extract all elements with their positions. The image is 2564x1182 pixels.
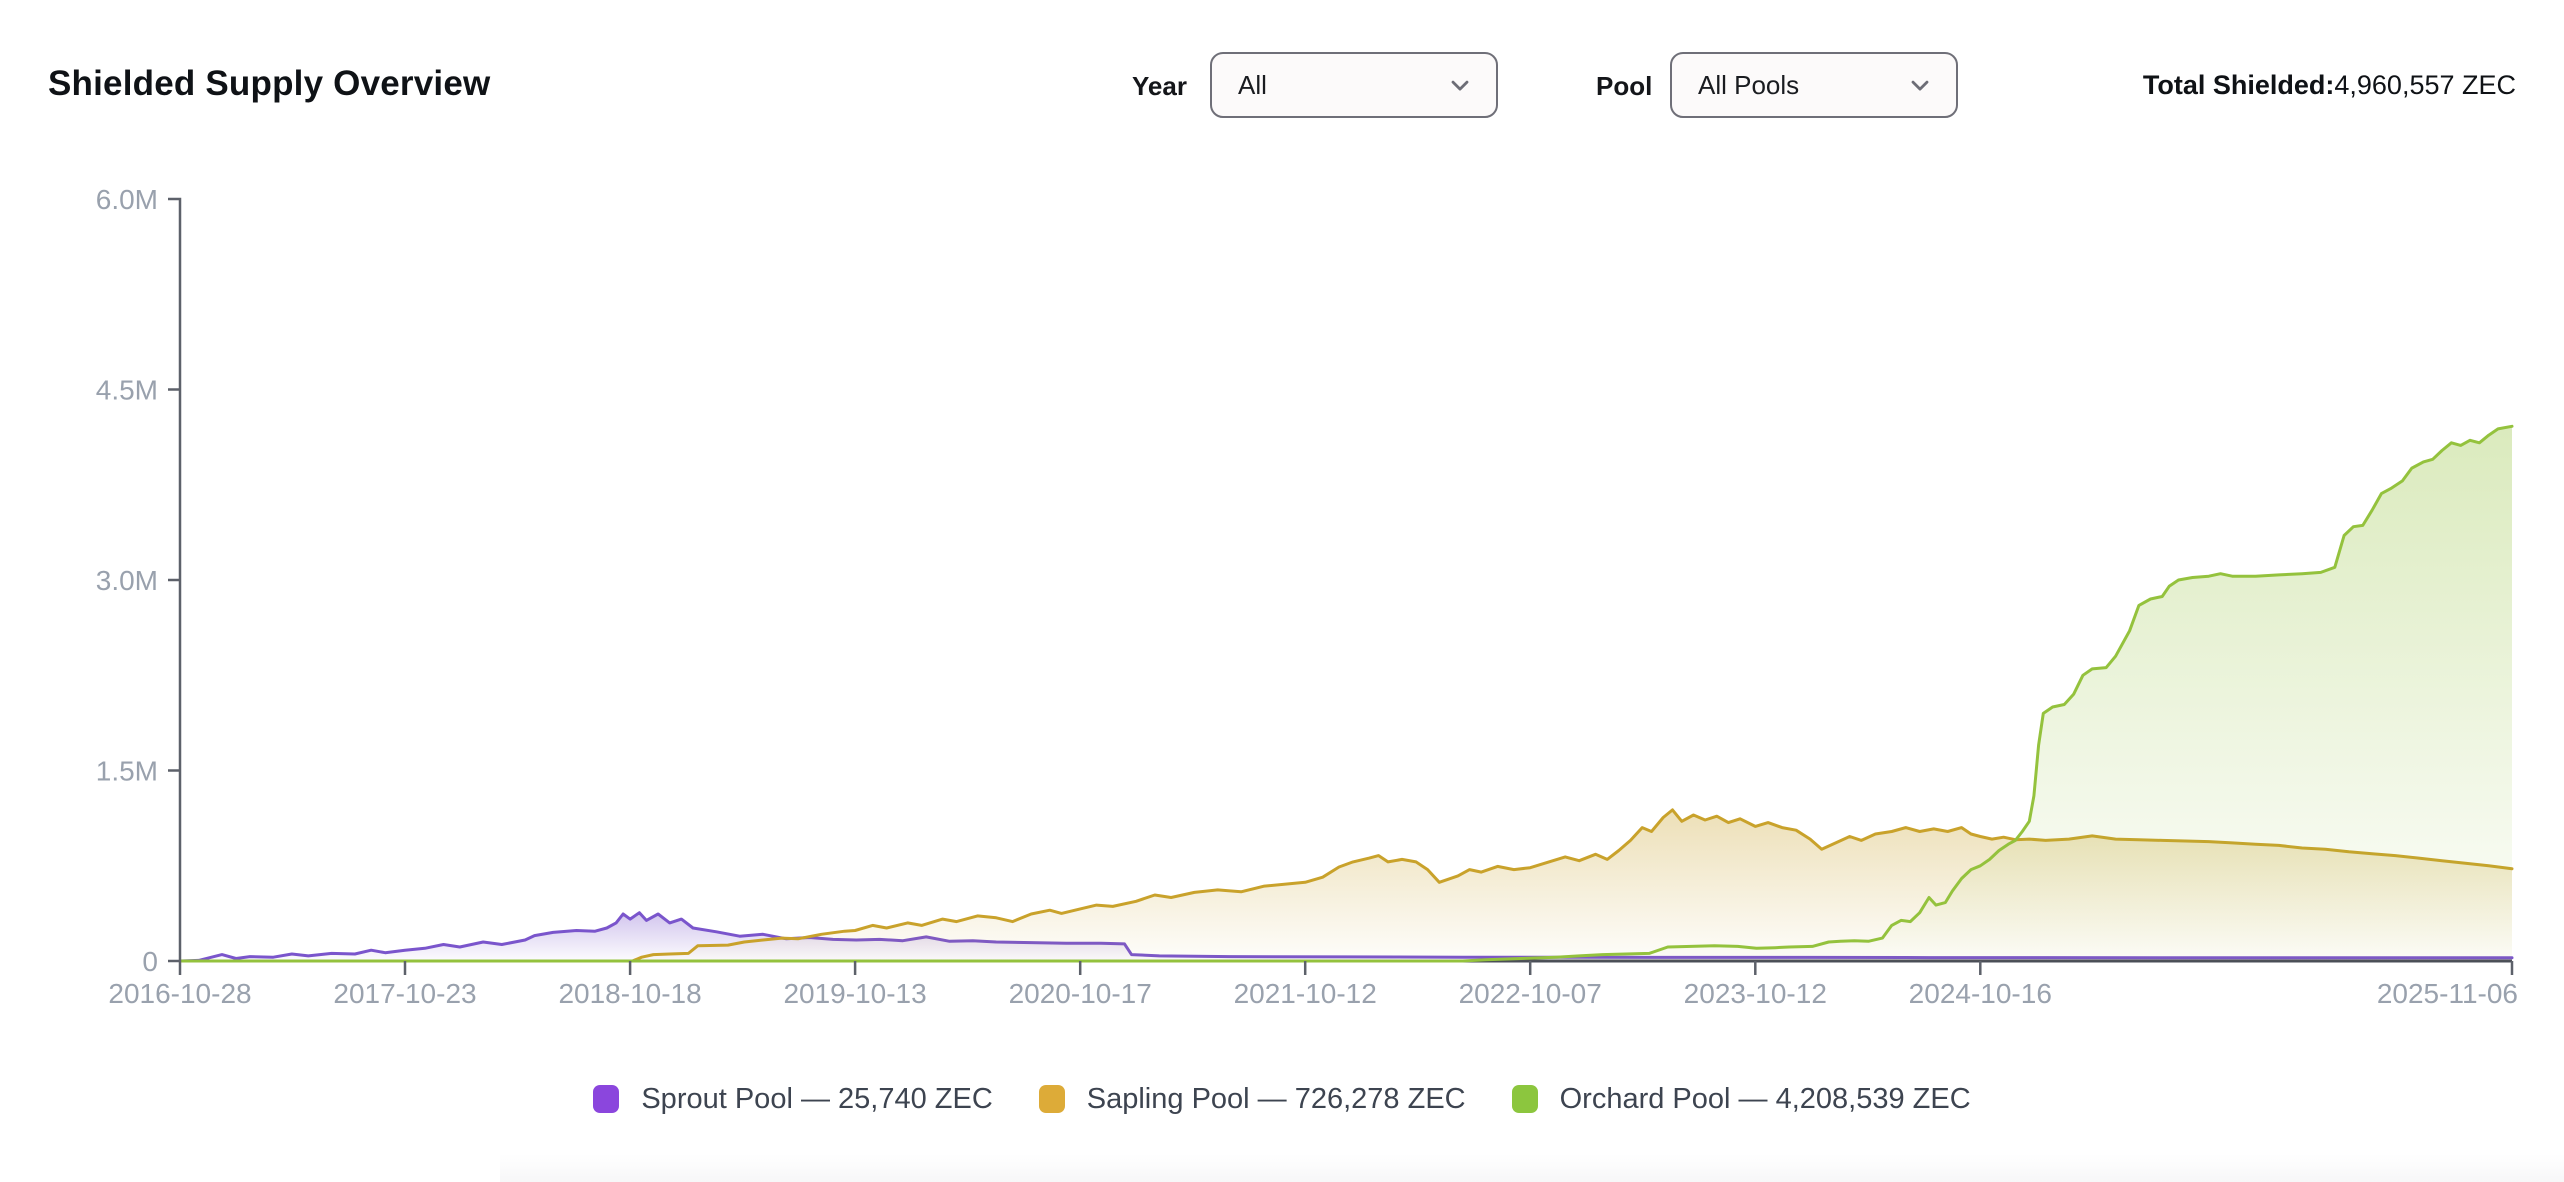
pool-filter-label: Pool [1596, 71, 1653, 101]
x-tick-label: 2020-10-17 [1009, 978, 1152, 1009]
page-title: Shielded Supply Overview [48, 64, 491, 103]
y-tick-label: 3.0M [96, 565, 158, 596]
x-tick-label: 2024-10-16 [1909, 978, 2052, 1009]
chevron-down-icon [1446, 71, 1474, 99]
y-tick-label: 0 [142, 946, 158, 977]
sprout-swatch-icon [593, 1085, 620, 1113]
x-tick-label: 2022-10-07 [1459, 978, 1602, 1009]
x-tick-label: 2016-10-28 [108, 978, 251, 1009]
x-tick-label: 2019-10-13 [783, 978, 926, 1009]
y-tick-label: 6.0M [96, 184, 158, 215]
y-tick-label: 4.5M [96, 375, 158, 406]
orchard-swatch-icon [1511, 1085, 1538, 1113]
y-tick-label: 1.5M [96, 756, 158, 787]
legend-item-sprout[interactable]: Sprout Pool — 25,740 ZEC [593, 1082, 993, 1116]
chart-legend: Sprout Pool — 25,740 ZEC Sapling Pool — … [0, 1082, 2564, 1116]
sapling-swatch-icon [1038, 1085, 1065, 1113]
total-shielded: Total Shielded:4,960,557 ZEC [2143, 70, 2516, 101]
x-tick-label: 2021-10-12 [1234, 978, 1377, 1009]
legend-item-sapling[interactable]: Sapling Pool — 726,278 ZEC [1038, 1082, 1466, 1116]
x-tick-label: 2025-11-06 [2377, 978, 2518, 1009]
below-fold-content-edge [500, 1154, 2564, 1182]
x-tick-label: 2023-10-12 [1684, 978, 1827, 1009]
x-tick-label: 2018-10-18 [558, 978, 701, 1009]
orchard-pool-area [180, 426, 2512, 961]
total-shielded-value: 4,960,557 ZEC [2334, 70, 2516, 100]
total-shielded-label: Total Shielded: [2142, 70, 2335, 100]
legend-label-sapling: Sapling Pool — 726,278 ZEC [1086, 1082, 1466, 1115]
axis-ticks [168, 197, 2514, 975]
year-filter-label: Year [1132, 71, 1187, 101]
chevron-down-icon [1906, 71, 1934, 99]
orchard-pool-line [178, 424, 2514, 963]
year-filter-value: All [1238, 69, 1267, 100]
pool-filter-dropdown[interactable]: All Pools [1670, 52, 1958, 118]
pool-filter-value: All Pools [1698, 69, 1800, 100]
year-filter-dropdown[interactable]: All [1210, 52, 1498, 118]
legend-label-sprout: Sprout Pool — 25,740 ZEC [641, 1082, 993, 1115]
legend-item-orchard[interactable]: Orchard Pool — 4,208,539 ZEC [1511, 1082, 1971, 1116]
legend-label-orchard: Orchard Pool — 4,208,539 ZEC [1559, 1082, 1971, 1115]
x-tick-label: 2017-10-23 [333, 978, 476, 1009]
